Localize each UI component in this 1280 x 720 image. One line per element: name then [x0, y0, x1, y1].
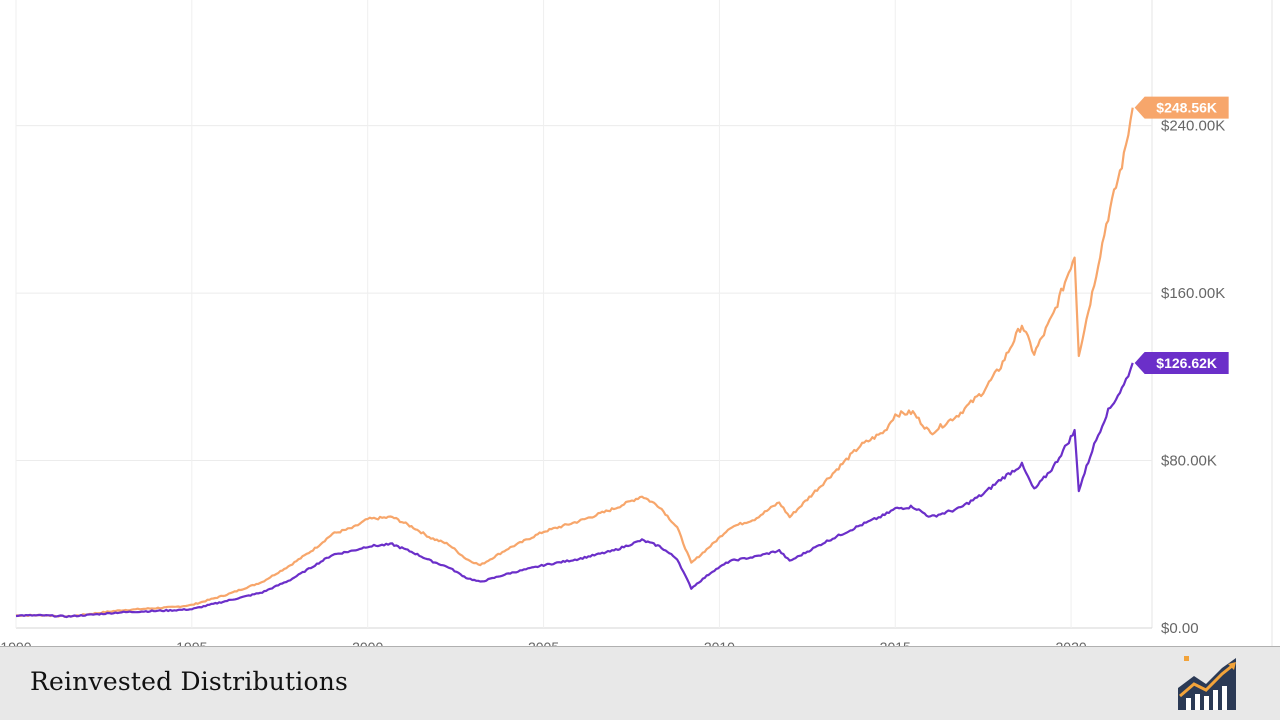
end-value-tag: $248.56K: [1134, 96, 1229, 119]
grid-lines: [15, 0, 1273, 646]
end-value-label: $248.56K: [1156, 100, 1217, 116]
end-value-tag-shape: [1134, 351, 1229, 374]
x-tick-label: 2010: [704, 639, 735, 646]
line-chart: $0.00 $80.00K $160.00K $240.00K 1990 1995 2000…: [0, 0, 1273, 646]
x-tick-label: 1995: [176, 639, 207, 646]
x-tick-label: 2015: [880, 639, 911, 646]
axis-labels: $0.00 $80.00K $160.00K $240.00K 1990 1995 2000…: [0, 96, 1229, 646]
x-tick-label: 2005: [528, 639, 559, 646]
x-tick-label: 1990: [0, 639, 31, 646]
series-line-orange: [15, 107, 1134, 618]
y-tick-label: $240.00K: [1161, 118, 1225, 135]
caption-title: Reinvested Distributions: [30, 667, 349, 696]
y-tick-label: $80.00K: [1161, 453, 1217, 470]
end-value-label: $126.62K: [1156, 355, 1217, 371]
chart-canvas: $0.00 $80.00K $160.00K $240.00K 1990 1995 2000…: [0, 0, 1273, 646]
x-tick-label: 2020: [1056, 639, 1087, 646]
end-value-tag: $126.62K: [1134, 351, 1229, 374]
series-lines: [15, 107, 1134, 619]
end-value-tag-shape: [1134, 96, 1229, 119]
y-tick-label: $0.00: [1161, 620, 1199, 637]
series-line-purple: [15, 362, 1134, 619]
caption-bar: Reinvested Distributions: [0, 646, 1280, 720]
y-tick-label: $160.00K: [1161, 285, 1225, 302]
growth-chart-logo-icon: [1178, 656, 1236, 710]
x-tick-label: 2000: [352, 639, 383, 646]
